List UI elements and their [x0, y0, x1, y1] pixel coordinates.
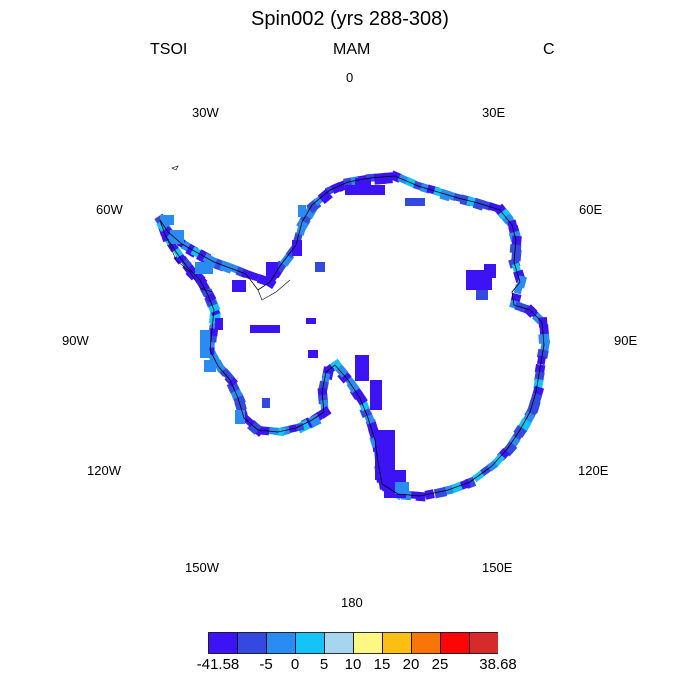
colorbar-swatch: [208, 632, 238, 654]
data-cell: [321, 372, 331, 384]
data-cell: [450, 481, 463, 494]
data-cell: [375, 430, 395, 480]
data-cell: [484, 264, 496, 278]
lon-label-180: 180: [341, 595, 363, 610]
colorbar-swatch: [382, 632, 412, 654]
lon-label-120w: 120W: [87, 463, 121, 478]
colorbar-label: 25: [431, 656, 449, 673]
data-cell: [345, 185, 385, 195]
coastline: [159, 175, 545, 497]
colorbar-label: 5: [319, 656, 329, 673]
plot-title: Spin002 (yrs 288-308): [251, 8, 449, 30]
lon-label-150e: 150E: [482, 560, 513, 575]
data-cell: [292, 240, 302, 256]
data-cell: [306, 318, 316, 324]
lon-label-90e: 90E: [614, 333, 638, 348]
data-cell: [476, 290, 488, 300]
data-cell: [160, 215, 174, 225]
data-cell: [395, 482, 409, 494]
colorbar-swatch: [440, 632, 470, 654]
data-cell: [173, 252, 187, 265]
data-cell: [315, 262, 325, 272]
lon-label-150w: 150W: [185, 560, 219, 575]
data-cell: [240, 268, 253, 280]
data-cell: [424, 489, 435, 500]
island-outline: [171, 165, 179, 171]
data-cell: [250, 325, 280, 333]
data-cell: [355, 178, 371, 186]
data-cell: [200, 330, 210, 358]
colorbar-label: -5: [259, 656, 273, 673]
colorbar-swatch: [237, 632, 267, 654]
data-cell: [433, 486, 448, 499]
colorbar-label: 20: [402, 656, 420, 673]
lon-label-30e: 30E: [482, 105, 506, 120]
data-cell: [298, 205, 306, 217]
data-cell: [308, 350, 318, 358]
colorbar-swatch: [324, 632, 354, 654]
colorbar-swatch: [353, 632, 383, 654]
ice-shelf-outline: [165, 235, 291, 301]
data-cell: [263, 276, 277, 290]
lon-label-60e: 60E: [579, 202, 603, 217]
data-cell: [513, 284, 523, 295]
variable-label: TSOI: [150, 41, 188, 58]
colorbar-swatch: [469, 632, 498, 654]
data-cells: [154, 170, 551, 502]
data-cell: [170, 230, 184, 244]
data-cell: [235, 410, 245, 424]
data-cell: [382, 172, 393, 184]
lon-label-30w: 30W: [192, 105, 219, 120]
data-cell: [513, 424, 527, 438]
lon-label-90w: 90W: [62, 333, 89, 348]
colorbar: [208, 632, 498, 654]
data-cell: [453, 193, 464, 203]
data-cell: [511, 249, 522, 262]
colorbar-label: -41.58: [196, 656, 240, 673]
data-cell: [415, 491, 426, 502]
data-cell: [215, 318, 223, 330]
units-label: C: [543, 41, 555, 58]
data-cell: [405, 198, 425, 206]
colorbar-swatch: [266, 632, 296, 654]
colorbar-label: 10: [344, 656, 362, 673]
colorbar-swatch: [411, 632, 441, 654]
colorbar-label: 38.68: [479, 656, 517, 673]
data-cell: [267, 426, 279, 435]
colorbar-label: 15: [373, 656, 391, 673]
lon-label-120e: 120E: [578, 463, 609, 478]
data-cell: [317, 188, 333, 205]
data-cell: [195, 262, 213, 274]
lon-label-0: 0: [346, 70, 354, 85]
lon-label-60w: 60W: [96, 202, 123, 217]
colorbar-swatch: [295, 632, 325, 654]
data-cell: [204, 360, 216, 372]
data-cell: [539, 324, 550, 336]
data-cell: [232, 280, 246, 292]
data-cell: [262, 398, 270, 408]
data-cell: [540, 339, 551, 351]
data-cell: [370, 380, 382, 410]
data-cell: [355, 355, 369, 381]
colorbar-label: 0: [290, 656, 300, 673]
season-label: MAM: [333, 41, 371, 58]
data-cell: [249, 271, 260, 282]
data-cell: [511, 235, 522, 246]
data-cell: [266, 262, 278, 278]
